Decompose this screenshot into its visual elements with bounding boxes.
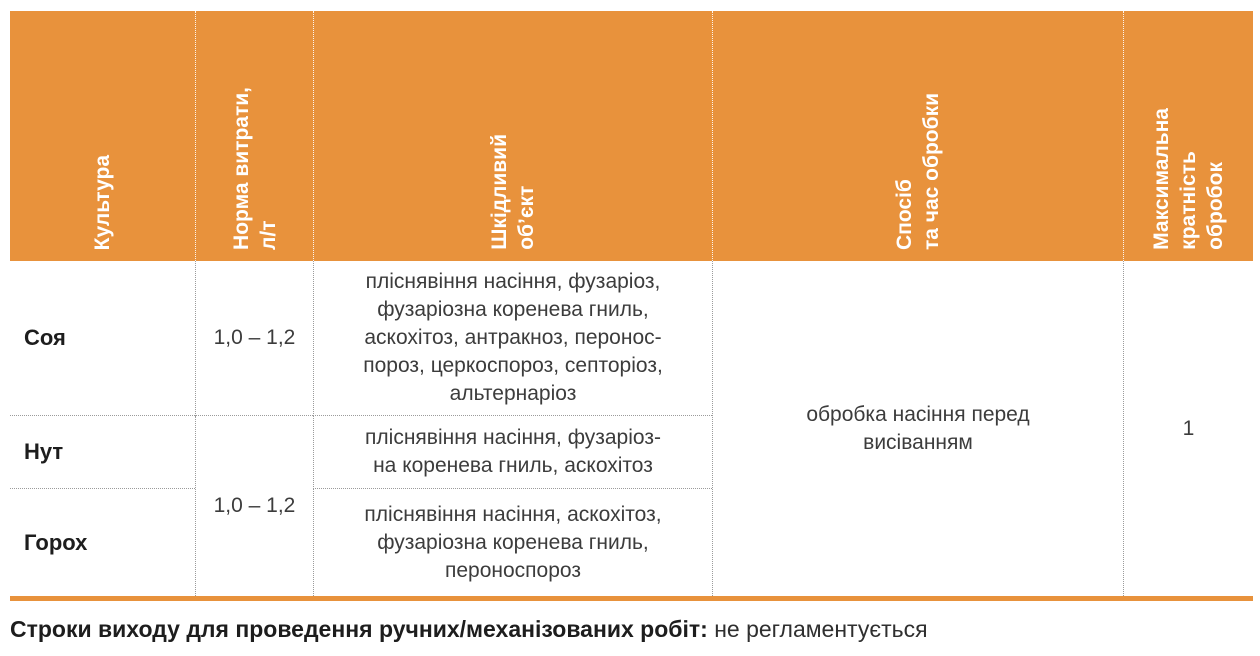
cell-max-treatments-merged: 1 — [1123, 261, 1253, 596]
header-cell-culture: Культура — [10, 11, 195, 261]
footnote: Строки виходу для проведення ручних/меха… — [10, 616, 1253, 643]
table-header-row: Культура Норма витрати, л/т Шкідливий об… — [10, 11, 1253, 261]
header-label-culture: Культура — [91, 154, 114, 250]
cell-culture-soy: Соя — [10, 261, 195, 416]
cell-pest-pea: пліснявіння насіння, аскохітоз, фузаріоз… — [313, 489, 712, 596]
cell-rate-soy: 1,0 – 1,2 — [195, 261, 313, 416]
header-cell-pest: Шкідливий об’єкт — [313, 11, 712, 261]
cell-rate-chickpea-pea-merged: 1,0 – 1,2 — [195, 416, 313, 596]
footnote-label: Строки виходу для проведення ручних/меха… — [10, 616, 708, 642]
bottom-rule — [10, 596, 1253, 601]
footnote-value: не регламентується — [714, 616, 928, 642]
table-body: Соя 1,0 – 1,2 пліснявіння насіння, фузар… — [10, 261, 1253, 596]
application-rate-table: Культура Норма витрати, л/т Шкідливий об… — [10, 11, 1253, 643]
header-cell-rate: Норма витрати, л/т — [195, 11, 313, 261]
header-cell-max-treatments: Максимальна кратність обробок — [1123, 11, 1253, 261]
header-label-method: Спосіб та час обробки — [893, 92, 943, 250]
cell-pest-chickpea: пліснявіння насіння, фузаріоз- на корене… — [313, 416, 712, 489]
cell-pest-soy: пліснявіння насіння, фузаріоз, фузаріозн… — [313, 261, 712, 416]
header-label-pest: Шкідливий об’єкт — [488, 134, 538, 250]
cell-method-merged: обробка насіння перед висіванням — [712, 261, 1123, 596]
header-label-rate: Норма витрати, л/т — [229, 87, 280, 250]
cell-culture-chickpea: Нут — [10, 416, 195, 489]
header-cell-method: Спосіб та час обробки — [712, 11, 1123, 261]
header-label-max-treatments: Максимальна кратність обробок — [1150, 108, 1227, 250]
cell-culture-pea: Горох — [24, 529, 88, 555]
